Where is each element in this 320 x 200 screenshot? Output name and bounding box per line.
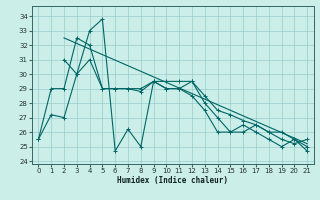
X-axis label: Humidex (Indice chaleur): Humidex (Indice chaleur) xyxy=(117,176,228,185)
